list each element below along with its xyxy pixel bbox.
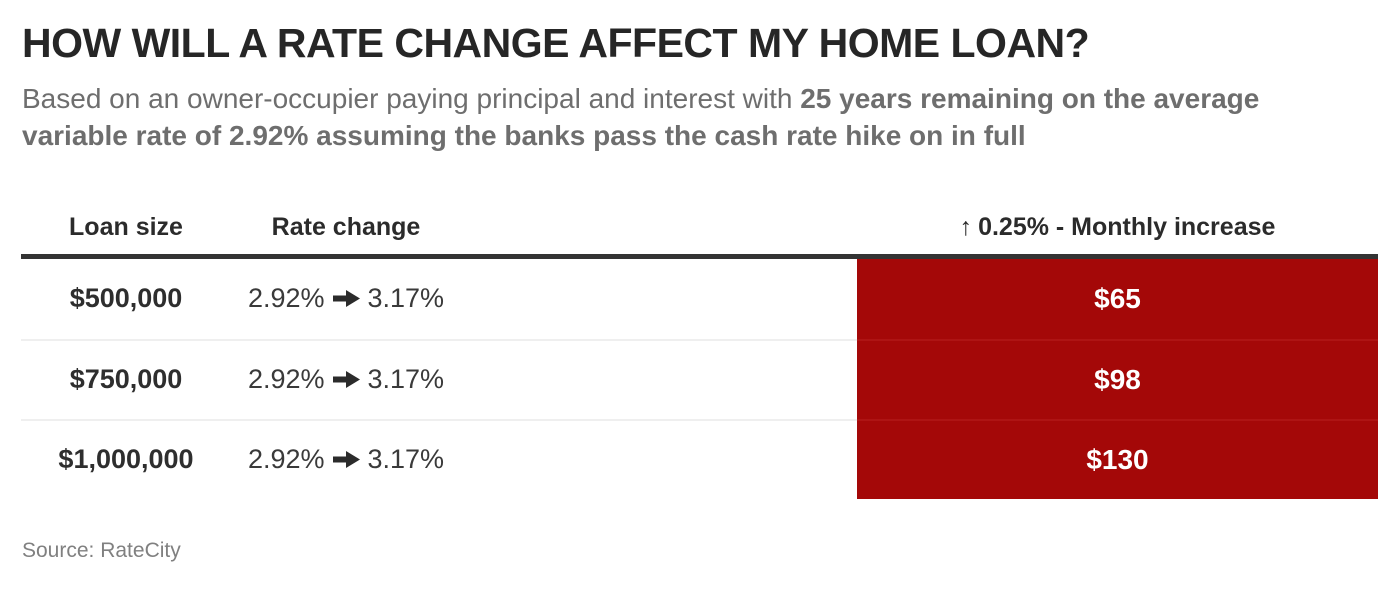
loan-size-cell: $1,000,000: [21, 418, 231, 499]
rate-to: 3.17%: [367, 283, 445, 314]
page-title: HOW WILL A RATE CHANGE AFFECT MY HOME LO…: [22, 20, 1090, 66]
subtitle-regular: Based on an owner-occupier paying princi…: [22, 83, 801, 115]
right-arrow-icon: [332, 290, 360, 308]
rate-to: 3.17%: [367, 444, 445, 475]
rate-change-cell: 2.92% 3.17%: [231, 259, 461, 339]
table-row: $750,000 2.92% 3.17% $98: [21, 338, 1378, 419]
page-subtitle: Based on an owner-occupier paying princi…: [22, 81, 1292, 155]
col-header-monthly-increase: ↑ 0.25% - Monthly increase: [857, 213, 1378, 242]
spacer-cell: [461, 418, 857, 499]
right-arrow-icon: [332, 371, 360, 389]
rate-from: 2.92%: [247, 364, 325, 395]
table-header-row: Loan size Rate change ↑ 0.25% - Monthly i…: [21, 201, 1378, 259]
loan-size-cell: $750,000: [21, 338, 231, 419]
table-row: $500,000 2.92% 3.17% $65: [21, 258, 1378, 339]
rate-change-cell: 2.92% 3.17%: [231, 418, 461, 499]
up-arrow-icon: ↑: [959, 212, 973, 241]
rate-change-cell: 2.92% 3.17%: [231, 338, 461, 419]
right-arrow-icon: [332, 451, 360, 469]
source-text: Source: RateCity: [22, 538, 181, 562]
table-row: $1,000,000 2.92% 3.17% $130: [21, 418, 1378, 499]
spacer-cell: [461, 338, 857, 419]
rate-to: 3.17%: [367, 364, 445, 395]
monthly-increase-cell: $98: [857, 338, 1378, 419]
monthly-increase-cell: $130: [857, 418, 1378, 499]
subtitle-bold: 25 years remaining on the average variab…: [22, 83, 1260, 151]
spacer-cell: [461, 259, 857, 339]
rate-from: 2.92%: [247, 444, 325, 475]
monthly-increase-label: 0.25% - Monthly increase: [978, 212, 1276, 241]
monthly-increase-cell: $65: [857, 258, 1378, 339]
col-header-rate-change: Rate change: [271, 212, 421, 241]
rate-from: 2.92%: [247, 283, 325, 314]
loan-size-cell: $500,000: [69, 283, 183, 314]
col-header-loan-size: Loan size: [69, 212, 183, 241]
header-block: HOW WILL A RATE CHANGE AFFECT MY HOME LO…: [0, 0, 1400, 155]
rates-table: Loan size Rate change ↑ 0.25% - Monthly i…: [21, 201, 1378, 499]
